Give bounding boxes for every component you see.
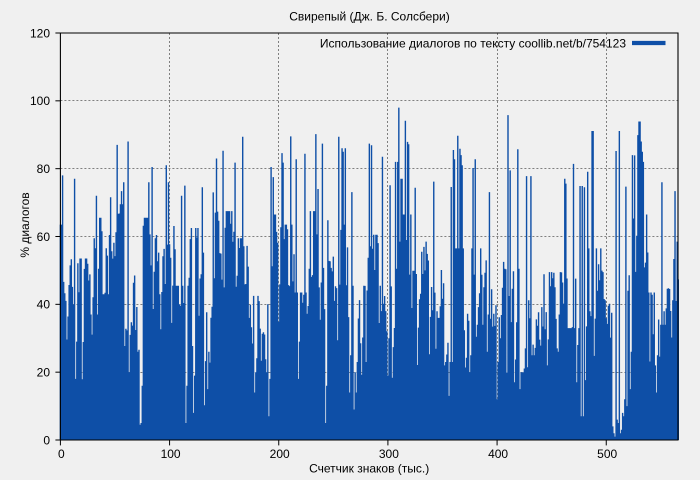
svg-text:60: 60 bbox=[37, 230, 51, 244]
svg-text:100: 100 bbox=[161, 447, 181, 461]
svg-text:0: 0 bbox=[58, 447, 65, 461]
svg-text:0: 0 bbox=[43, 433, 50, 447]
svg-text:% диалогов: % диалогов bbox=[18, 192, 32, 257]
svg-text:Свирепый (Дж. Б. Солсбери): Свирепый (Дж. Б. Солсбери) bbox=[289, 9, 449, 23]
svg-text:Использование диалогов по текс: Использование диалогов по тексту coollib… bbox=[320, 37, 626, 51]
svg-text:80: 80 bbox=[37, 162, 51, 176]
svg-text:500: 500 bbox=[597, 447, 617, 461]
svg-text:400: 400 bbox=[488, 447, 508, 461]
svg-text:300: 300 bbox=[379, 447, 399, 461]
svg-text:200: 200 bbox=[270, 447, 290, 461]
svg-text:20: 20 bbox=[37, 366, 51, 380]
svg-text:120: 120 bbox=[30, 26, 50, 40]
svg-text:40: 40 bbox=[37, 298, 51, 312]
svg-text:Счетчик знаков (тыс.): Счетчик знаков (тыс.) bbox=[309, 462, 429, 476]
svg-text:100: 100 bbox=[30, 94, 50, 108]
